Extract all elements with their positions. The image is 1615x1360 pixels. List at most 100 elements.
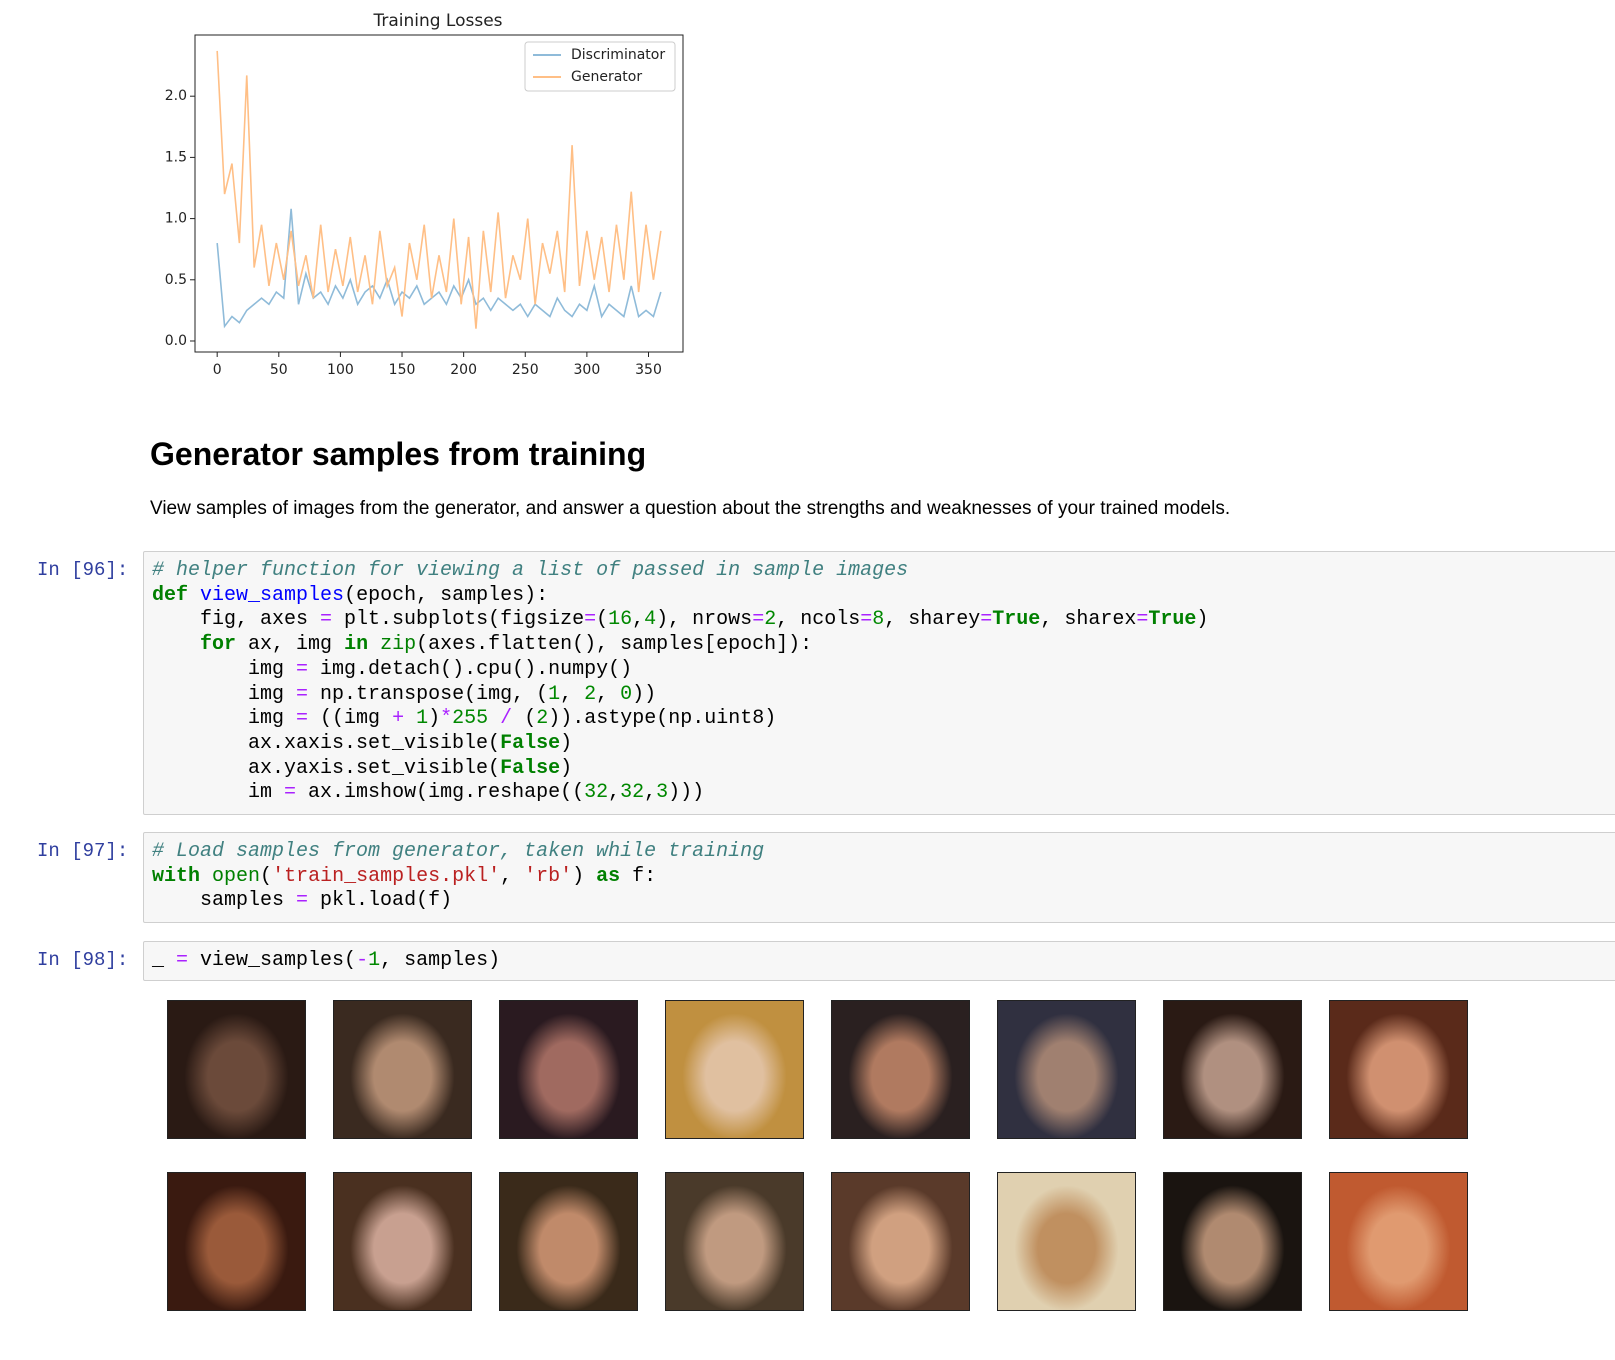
code-token: = xyxy=(860,608,873,632)
code-token: = xyxy=(284,781,297,805)
code-line: _ = view_samples(-1, samples) xyxy=(152,949,501,972)
x-tick-label: 150 xyxy=(389,362,416,378)
sample-image xyxy=(167,1000,306,1139)
code-cell: # helper function for viewing a list of … xyxy=(143,551,1615,815)
sample-image xyxy=(831,1172,970,1311)
sample-image xyxy=(1329,1000,1468,1139)
code-token: = xyxy=(296,657,309,681)
code-token: = xyxy=(980,608,993,632)
code-token: / xyxy=(500,707,513,731)
y-tick-label: 0.0 xyxy=(165,333,187,349)
code-token: * xyxy=(440,707,453,731)
y-tick-label: 2.0 xyxy=(165,88,187,104)
code-token: 0 xyxy=(620,682,633,706)
sample-image xyxy=(1163,1000,1302,1139)
code-token: zip xyxy=(380,633,417,657)
sample-image xyxy=(665,1172,804,1311)
code-token: False xyxy=(500,756,561,780)
code-line: img = ((img + 1)*255 / (2)).astype(np.ui… xyxy=(152,707,777,731)
code-line: im = ax.imshow(img.reshape((32,32,3))) xyxy=(152,781,705,805)
code-line: img = np.transpose(img, (1, 2, 0)) xyxy=(152,682,657,706)
code-token: 2 xyxy=(536,707,549,731)
x-tick-label: 300 xyxy=(574,362,601,378)
sample-image xyxy=(499,1000,638,1139)
code-line: ax.yaxis.set_visible(False) xyxy=(152,756,573,780)
legend-label: Discriminator xyxy=(571,47,665,63)
legend-label: Generator xyxy=(571,69,642,85)
y-tick-label: 1.5 xyxy=(165,149,187,165)
code-token: open xyxy=(212,864,261,888)
code-cell: # Load samples from generator, taken whi… xyxy=(143,832,1615,923)
code-token: # helper function for viewing a list of … xyxy=(152,559,909,582)
code-token: = xyxy=(296,889,309,913)
y-tick-label: 1.0 xyxy=(165,211,187,227)
sample-image xyxy=(499,1172,638,1311)
code-line: fig, axes = plt.subplots(figsize=(16,4),… xyxy=(152,608,1209,632)
sample-image xyxy=(167,1172,306,1311)
code-token: view_samples xyxy=(200,583,345,607)
code-token: # Load samples from generator, taken whi… xyxy=(152,840,765,863)
x-tick-label: 50 xyxy=(270,362,288,378)
y-tick-label: 0.5 xyxy=(165,272,187,288)
loss-line xyxy=(216,208,662,329)
code-token: = xyxy=(296,707,309,731)
code-token: as xyxy=(596,864,621,888)
code-token: + xyxy=(392,707,405,731)
section-heading: Generator samples from training xyxy=(150,436,647,472)
code-token: 16 xyxy=(608,608,633,632)
code-token: 2 xyxy=(764,608,777,632)
code-token: 8 xyxy=(872,608,885,632)
code-line: # helper function for viewing a list of … xyxy=(152,559,1615,584)
code-token: = xyxy=(584,608,597,632)
code-token: = xyxy=(752,608,765,632)
sample-image xyxy=(333,1000,472,1139)
code-token: 255 xyxy=(452,707,489,731)
loss-line xyxy=(216,50,662,329)
code-line: ax.xaxis.set_visible(False) xyxy=(152,731,573,755)
code-token: 32 xyxy=(620,781,645,805)
sample-image xyxy=(1163,1172,1302,1311)
chart-title: Training Losses xyxy=(372,11,502,31)
code-token: = xyxy=(176,949,189,972)
code-token: 32 xyxy=(584,781,609,805)
loss-chart: Training Losses 0 50 100 150 200 250 300 350 0.0… xyxy=(165,11,684,378)
code-token: - xyxy=(356,949,369,972)
code-line: with open('train_samples.pkl', 'rb') as … xyxy=(152,864,657,888)
code-token: 3 xyxy=(656,781,669,805)
cell-prompt: In [98]: xyxy=(37,949,129,971)
x-tick-label: 250 xyxy=(512,362,539,378)
sample-image xyxy=(997,1172,1136,1311)
code-token: with xyxy=(152,864,201,888)
x-tick-label: 0 xyxy=(213,362,222,378)
cell-prompt: In [96]: xyxy=(37,559,129,581)
cell-prompt: In [97]: xyxy=(37,840,129,862)
code-token: 1 xyxy=(368,949,381,972)
sample-image xyxy=(997,1000,1136,1139)
code-token: False xyxy=(500,731,561,755)
code-token: 'train_samples.pkl' xyxy=(272,864,501,888)
legend-box xyxy=(524,41,676,92)
x-tick-label: 100 xyxy=(327,362,354,378)
code-line: def view_samples(epoch, samples): xyxy=(152,583,549,607)
code-token: 2 xyxy=(584,682,597,706)
sample-image xyxy=(831,1000,970,1139)
x-tick-label: 200 xyxy=(450,362,477,378)
code-token: def xyxy=(152,583,189,607)
code-token: = xyxy=(1136,608,1149,632)
code-token: for xyxy=(200,633,237,657)
sample-image xyxy=(1329,1172,1468,1311)
x-tick-label: 350 xyxy=(635,362,662,378)
code-line: samples = pkl.load(f) xyxy=(152,889,453,913)
code-token: = xyxy=(320,608,333,632)
code-line: img = img.detach().cpu().numpy() xyxy=(152,657,633,681)
code-token: True xyxy=(1148,608,1197,632)
section-text: View samples of images from the generato… xyxy=(150,498,1231,519)
code-token: 4 xyxy=(644,608,657,632)
code-token: 'rb' xyxy=(524,864,573,888)
code-line: for ax, img in zip(axes.flatten(), sampl… xyxy=(200,633,813,657)
plot-frame xyxy=(194,34,684,353)
code-token: 1 xyxy=(548,682,561,706)
code-token: = xyxy=(296,682,309,706)
code-cell: _ = view_samples(-1, samples) xyxy=(143,941,1615,981)
